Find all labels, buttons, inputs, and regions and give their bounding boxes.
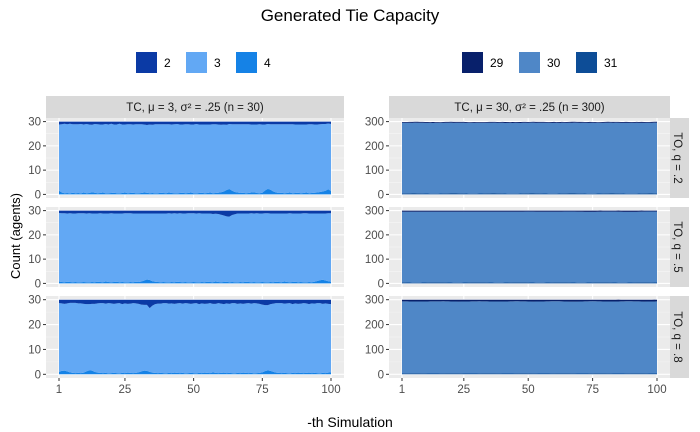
- panel-r3-c2: 0 100 200 300 1 25 50 75 100: [365, 295, 670, 396]
- y-tick-label: 200: [365, 320, 384, 332]
- y-tick-label: 20: [28, 320, 41, 332]
- y-tick-label: 0: [378, 369, 384, 381]
- col-strip-2: [389, 96, 670, 118]
- y-tick-label: 10: [28, 165, 41, 177]
- area-series-4: [59, 279, 331, 284]
- area-series-3: [59, 123, 331, 194]
- panel-r1-c1: 0 10 20 30: [28, 117, 344, 201]
- area-series-31: [402, 373, 657, 375]
- y-tick-label: 0: [378, 278, 384, 290]
- legend-key-4: [236, 52, 257, 73]
- legend-label-31: 31: [604, 56, 618, 70]
- row-strip-label-3: TO, q = .8: [671, 311, 683, 362]
- panel-r1-c2: 0 100 200 300: [365, 117, 670, 201]
- x-tick-label: 1: [399, 384, 405, 396]
- col-strip-label-2: TC, μ = 30, σ² = .25 (n = 300): [454, 102, 604, 114]
- x-tick-label: 50: [522, 384, 535, 396]
- area-series-2: [59, 299, 331, 309]
- y-axis-label: Count (agents): [8, 193, 23, 279]
- y-tick-label: 0: [35, 369, 41, 381]
- chart-title: Generated Tie Capacity: [261, 6, 440, 25]
- legend-label-30: 30: [547, 56, 561, 70]
- area-series-29: [402, 121, 657, 124]
- panel-r2-c1: 0 10 20 30: [28, 206, 344, 290]
- row-strip-2: [667, 207, 689, 287]
- row-strip-label-2: TO, q = .5: [671, 221, 683, 272]
- x-tick-label: 25: [457, 384, 470, 396]
- y-tick-label: 0: [378, 189, 384, 201]
- col-strip-1: [46, 96, 344, 118]
- y-tick-label: 100: [365, 344, 384, 356]
- y-tick-label: 20: [28, 141, 41, 153]
- area-series-29: [402, 299, 657, 302]
- legend-label-4: 4: [264, 56, 271, 70]
- legend-right: 29 30 31: [462, 52, 618, 73]
- area-series-3: [59, 213, 331, 283]
- legend-key-3: [186, 52, 207, 73]
- area-series-31: [402, 193, 657, 195]
- area-series-4: [59, 188, 331, 195]
- area-series-29: [402, 210, 657, 212]
- area-series-3: [59, 302, 331, 374]
- y-tick-label: 0: [35, 278, 41, 290]
- facet-grid: TC, μ = 3, σ² = .25 (n = 30) TC, μ = 30, …: [28, 96, 689, 396]
- area-series-2: [59, 210, 331, 217]
- col-strip-label-1: TC, μ = 3, σ² = .25 (n = 30): [126, 102, 264, 114]
- area-series-2: [59, 121, 331, 125]
- x-tick-label: 25: [119, 384, 132, 396]
- y-tick-label: 10: [28, 344, 41, 356]
- y-tick-label: 20: [28, 230, 41, 242]
- row-strip-1: [667, 118, 689, 198]
- legend-key-30: [519, 52, 540, 73]
- legend-label-29: 29: [490, 56, 504, 70]
- row-strip-3: [667, 296, 689, 378]
- x-tick-label: 75: [256, 384, 269, 396]
- y-tick-label: 30: [28, 117, 41, 129]
- y-tick-label: 200: [365, 230, 384, 242]
- row-strip-label-1: TO, q = .2: [671, 132, 683, 183]
- y-tick-label: 300: [365, 117, 384, 129]
- panel-r2-c2: 0 100 200 300: [365, 206, 670, 290]
- legend-key-31: [576, 52, 597, 73]
- panel-r3-c1: 0 10 20 30 1 25 50 75 100: [28, 295, 344, 396]
- x-tick-label: 50: [187, 384, 200, 396]
- area-series-30: [402, 122, 657, 194]
- y-tick-label: 300: [365, 295, 384, 307]
- x-tick-label: 75: [586, 384, 599, 396]
- legend-label-2: 2: [164, 56, 171, 70]
- x-tick-label: 100: [321, 384, 340, 396]
- y-tick-label: 30: [28, 295, 41, 307]
- x-tick-label: 1: [56, 384, 62, 396]
- legend-left: 2 3 4: [136, 52, 271, 73]
- y-tick-label: 100: [365, 165, 384, 177]
- area-series-30: [402, 301, 657, 374]
- legend-label-3: 3: [214, 56, 221, 70]
- area-series-4: [59, 370, 331, 375]
- legend-key-2: [136, 52, 157, 73]
- area-series-30: [402, 211, 657, 283]
- x-tick-label: 100: [647, 384, 666, 396]
- y-tick-label: 300: [365, 206, 384, 218]
- x-axis-label: -th Simulation: [307, 414, 393, 430]
- y-tick-label: 30: [28, 206, 41, 218]
- y-tick-label: 10: [28, 254, 41, 266]
- legend-key-29: [462, 52, 483, 73]
- y-tick-label: 100: [365, 254, 384, 266]
- y-tick-label: 200: [365, 141, 384, 153]
- y-tick-label: 0: [35, 189, 41, 201]
- area-series-31: [402, 282, 657, 284]
